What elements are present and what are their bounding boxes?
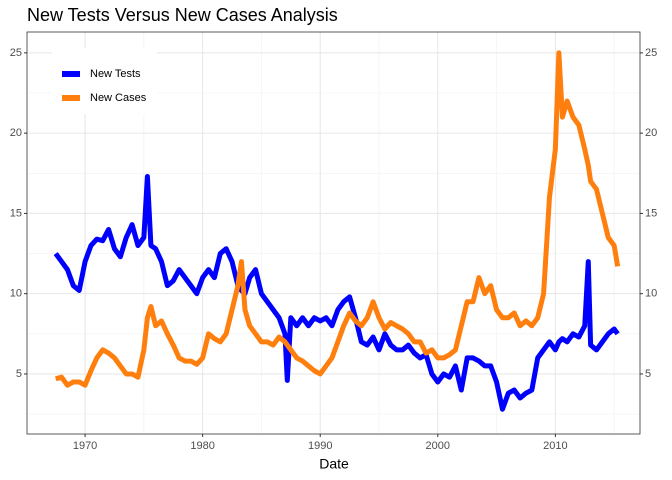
legend-box [52, 48, 157, 114]
y-tick-label: 5 [16, 368, 22, 380]
y-tick-label: 20 [10, 127, 22, 139]
chart-title: New Tests Versus New Cases Analysis [27, 5, 338, 25]
x-tick-label: 2010 [543, 440, 567, 452]
y-tick-label: 10 [10, 288, 22, 300]
x-tick-label: 1990 [308, 440, 332, 452]
y2-tick-label: 10 [645, 288, 657, 300]
y2-tick-label: 15 [645, 207, 657, 219]
series-line [53, 173, 620, 412]
x-tick-label: 2000 [426, 440, 450, 452]
series-line [55, 50, 621, 388]
x-tick-label: 1980 [190, 440, 214, 452]
legend-label: New Tests [90, 68, 141, 80]
y-tick-label: 15 [10, 207, 22, 219]
y-tick-label: 25 [10, 47, 22, 59]
legend: New Tests New Cases [52, 48, 157, 114]
y2-tick-label: 20 [645, 127, 657, 139]
plot-border [26, 31, 641, 435]
x-axis-label: Date [319, 456, 349, 472]
x-tick-label: 1970 [73, 440, 97, 452]
y2-tick-label: 25 [645, 47, 657, 59]
legend-label: New Cases [90, 92, 147, 104]
y2-tick-label: 5 [645, 368, 651, 380]
